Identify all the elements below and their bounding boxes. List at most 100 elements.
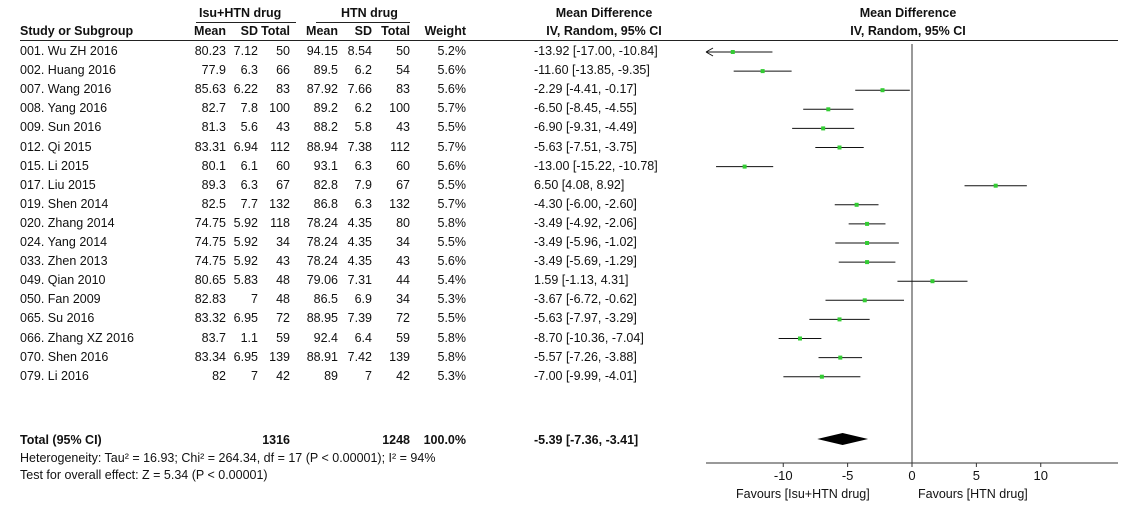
row-weight: 5.8% xyxy=(437,330,467,345)
row-n2: 43 xyxy=(396,120,410,135)
row-ci: -5.63 [-7.97, -3.29] xyxy=(534,311,637,326)
row-sd1: 5.92 xyxy=(233,235,258,249)
row-ci: -8.70 [-10.36, -7.04] xyxy=(534,330,644,345)
row-study: 050. Fan 2009 xyxy=(20,292,101,307)
row-m1: 74.75 xyxy=(194,235,226,249)
row-m1: 82.7 xyxy=(201,101,226,116)
row-n1: 112 xyxy=(270,139,290,154)
row-sd1: 6.95 xyxy=(233,311,258,326)
row-sd2: 7.42 xyxy=(347,349,372,364)
row-m1: 77.9 xyxy=(201,63,226,78)
row-n1: 59 xyxy=(276,330,290,345)
favours-left-label: Favours [Isu+HTN drug] xyxy=(736,487,870,501)
ci-clip-arrow xyxy=(705,47,714,57)
row-study: 002. Huang 2016 xyxy=(20,63,116,78)
row-n2: 54 xyxy=(396,63,410,78)
row-ci: -3.49 [-5.96, -1.02] xyxy=(534,235,637,249)
sd1-col-header: SD xyxy=(240,24,258,38)
row-sd2: 4.35 xyxy=(347,215,372,230)
row-n1: 48 xyxy=(276,273,290,288)
row-weight: 5.8% xyxy=(437,349,467,364)
effect-point xyxy=(930,279,935,284)
row-ci: 6.50 [4.08, 8.92] xyxy=(534,177,625,192)
favours-right-label: Favours [HTN drug] xyxy=(918,487,1028,501)
row-study: 020. Zhang 2014 xyxy=(20,215,115,230)
weight-col-header: Weight xyxy=(424,24,466,38)
effect-point xyxy=(865,221,870,226)
row-study: 065. Su 2016 xyxy=(20,311,95,326)
row-sd1: 7.12 xyxy=(233,44,258,58)
row-sd1: 7.8 xyxy=(240,101,258,116)
row-study: 019. Shen 2014 xyxy=(20,196,109,211)
heterogeneity-text: Heterogeneity: Tau² = 16.93; Chi² = 264.… xyxy=(20,451,436,465)
row-m1: 83.31 xyxy=(194,139,226,154)
row-sd2: 7.9 xyxy=(354,177,372,192)
total-n1: 1316 xyxy=(262,433,290,447)
row-m2: 82.8 xyxy=(313,177,338,192)
md-col-header: Mean Difference xyxy=(555,6,653,20)
row-sd2: 7.38 xyxy=(347,139,372,154)
total-ci: -5.39 [-7.36, -3.41] xyxy=(534,433,639,447)
row-sd1: 6.95 xyxy=(233,349,258,364)
row-study: 009. Sun 2016 xyxy=(20,120,102,135)
row-m2: 87.92 xyxy=(306,82,338,97)
row-weight: 5.7% xyxy=(437,196,467,211)
row-sd2: 7.39 xyxy=(347,311,372,326)
row-ci: -5.57 [-7.26, -3.88] xyxy=(534,349,637,364)
row-n2: 83 xyxy=(396,82,410,97)
row-m1: 83.34 xyxy=(194,349,226,364)
effect-point xyxy=(826,107,831,112)
row-ci: 1.59 [-1.13, 4.31] xyxy=(534,273,629,288)
row-weight: 5.6% xyxy=(437,254,467,269)
row-m1: 74.75 xyxy=(194,254,226,269)
row-ci: -13.00 [-15.22, -10.78] xyxy=(534,158,658,173)
row-m1: 81.3 xyxy=(201,120,226,135)
effect-point xyxy=(838,355,843,360)
row-ci: -7.00 [-9.99, -4.01] xyxy=(534,368,637,383)
row-sd1: 5.83 xyxy=(233,273,258,288)
total-n2: 1248 xyxy=(382,433,410,447)
header-rule xyxy=(20,40,1118,41)
row-n2: 80 xyxy=(396,215,410,230)
row-sd1: 7 xyxy=(251,368,258,383)
row-n1: 50 xyxy=(276,44,290,58)
total2-col-header: Total xyxy=(381,24,410,38)
row-weight: 5.7% xyxy=(437,101,467,116)
total1-col-header: Total xyxy=(261,24,290,38)
row-m2: 88.94 xyxy=(306,139,338,154)
row-n2: 44 xyxy=(396,273,410,288)
row-m1: 83.7 xyxy=(201,330,226,345)
mean1-col-header: Mean xyxy=(194,24,226,38)
row-weight: 5.5% xyxy=(437,311,467,326)
row-n2: 43 xyxy=(396,254,410,269)
row-weight: 5.5% xyxy=(437,177,467,192)
row-sd2: 6.9 xyxy=(354,292,372,307)
row-weight: 5.3% xyxy=(437,368,467,383)
row-n1: 83 xyxy=(276,82,290,97)
overall-effect-text: Test for overall effect: Z = 5.34 (P < 0… xyxy=(20,468,268,482)
row-m2: 78.24 xyxy=(306,254,338,269)
row-sd2: 5.8 xyxy=(354,120,372,135)
row-sd2: 7 xyxy=(365,368,372,383)
row-ci: -2.29 [-4.41, -0.17] xyxy=(534,82,637,97)
effect-point xyxy=(760,69,765,74)
row-study: 066. Zhang XZ 2016 xyxy=(20,330,134,345)
row-n1: 43 xyxy=(276,254,290,269)
row-sd2: 6.2 xyxy=(354,63,372,78)
row-m2: 89.2 xyxy=(313,101,338,116)
row-m2: 86.8 xyxy=(313,196,338,211)
row-m2: 88.91 xyxy=(306,349,338,364)
row-sd2: 8.54 xyxy=(347,44,372,58)
row-m2: 79.06 xyxy=(306,273,338,288)
effect-point xyxy=(837,145,842,150)
row-study: 007. Wang 2016 xyxy=(20,82,112,97)
row-n2: 60 xyxy=(396,158,410,173)
effect-point xyxy=(819,374,824,379)
row-m1: 82 xyxy=(212,368,226,383)
row-sd2: 6.3 xyxy=(354,158,372,173)
row-sd1: 5.92 xyxy=(233,254,258,269)
plot-header: Mean Difference xyxy=(859,6,957,20)
row-weight: 5.4% xyxy=(437,273,467,288)
row-m1: 80.65 xyxy=(194,273,226,288)
